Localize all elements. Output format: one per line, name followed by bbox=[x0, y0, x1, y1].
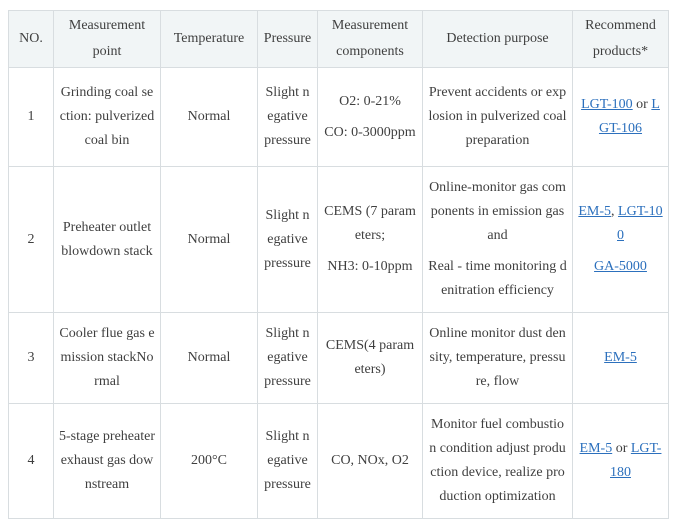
column-header-measurement-point: Measurement point bbox=[53, 10, 161, 68]
product-link-ga-5000[interactable]: GA-5000 bbox=[594, 259, 647, 274]
cell-measurement-components-line: CO, NOx, O2 bbox=[331, 453, 409, 468]
cell-measurement-components: CEMS (7 parameters; NH3: 0-10ppm bbox=[317, 166, 423, 313]
cell-temperature-text: 200°C bbox=[191, 453, 227, 468]
column-header-measurement-components: Measurement components bbox=[317, 10, 423, 68]
header-row: NO. Measurement point Temperature Pressure M… bbox=[8, 10, 669, 68]
cell-measurement-components-line: CEMS (7 parameters; bbox=[324, 204, 416, 243]
cell-temperature-text: Normal bbox=[187, 109, 231, 124]
products-line: LGT-100 or LGT-106 bbox=[578, 93, 663, 141]
cell-measurement-point-text: Grinding coal section: pulverized coal b… bbox=[59, 85, 155, 148]
cell-recommend-products: LGT-100 or LGT-106 bbox=[572, 67, 669, 167]
cell-no-text: 1 bbox=[27, 109, 35, 124]
table-row: 1 Grinding coal section: pulverized coal … bbox=[8, 67, 669, 167]
cell-pressure: Slight negative pressure bbox=[257, 67, 318, 167]
cell-detection-purpose: Prevent accidents or explosion in pulver… bbox=[422, 67, 573, 167]
product-link-lgt-100[interactable]: LGT-100 bbox=[617, 204, 663, 243]
product-link-em-5[interactable]: EM-5 bbox=[579, 441, 613, 456]
cell-measurement-point: Cooler flue gas emission stackNormal bbox=[53, 312, 161, 404]
cell-detection-purpose-line: Monitor fuel combustion condition adjust… bbox=[429, 417, 566, 504]
cell-no: 3 bbox=[8, 312, 54, 404]
cell-recommend-products: EM-5, LGT-100 GA-5000 bbox=[572, 166, 669, 313]
column-header-recommend-products: Recommend products* bbox=[572, 10, 669, 68]
cell-measurement-components: CO, NOx, O2 bbox=[317, 403, 423, 519]
cell-pressure-text: Slight negative pressure bbox=[264, 85, 311, 148]
cell-measurement-point: 5-stage preheater exhaust gas downstream bbox=[53, 403, 161, 519]
cell-no: 1 bbox=[8, 67, 54, 167]
cell-recommend-products: EM-5 or LGT-180 bbox=[572, 403, 669, 519]
cell-pressure: Slight negative pressure bbox=[257, 403, 318, 519]
cell-detection-purpose: Monitor fuel combustion condition adjust… bbox=[422, 403, 573, 519]
cell-measurement-components-line: CO: 0-3000ppm bbox=[324, 124, 416, 140]
column-header-no: NO. bbox=[8, 10, 54, 68]
product-joiner-text: or bbox=[612, 441, 631, 456]
column-header-temperature: Temperature bbox=[160, 10, 258, 68]
cell-no-text: 4 bbox=[27, 453, 35, 468]
cell-temperature: Normal bbox=[160, 312, 258, 404]
product-link-lgt-106[interactable]: LGT-106 bbox=[598, 97, 660, 136]
product-joiner-text: or bbox=[632, 97, 652, 112]
column-header-detection-purpose: Detection purpose bbox=[422, 10, 573, 68]
product-joiner-text: , bbox=[611, 204, 619, 219]
cell-pressure-text: Slight negative pressure bbox=[264, 326, 311, 389]
cell-measurement-point: Preheater outlet blowdown stack bbox=[53, 166, 161, 313]
cell-detection-purpose-line: Real - time monitoring denitration effic… bbox=[428, 259, 567, 298]
cell-measurement-point-text: Cooler flue gas emission stackNormal bbox=[59, 326, 155, 389]
cell-no-text: 3 bbox=[27, 350, 35, 365]
cell-detection-purpose-line: Online-monitor gas components in emissio… bbox=[429, 180, 566, 243]
cell-measurement-components: CEMS(4 parameters) bbox=[317, 312, 423, 404]
cell-no-text: 2 bbox=[27, 231, 35, 247]
cell-temperature-text: Normal bbox=[187, 231, 231, 247]
measurement-table: NO. Measurement point Temperature Pressure M… bbox=[8, 10, 669, 519]
cell-temperature: Normal bbox=[160, 67, 258, 167]
cell-recommend-products: EM-5 bbox=[572, 312, 669, 404]
cell-pressure: Slight negative pressure bbox=[257, 312, 318, 404]
product-link-em-5[interactable]: EM-5 bbox=[578, 204, 612, 219]
table-header: NO. Measurement point Temperature Pressure M… bbox=[8, 10, 669, 68]
product-link-lgt-100[interactable]: LGT-100 bbox=[581, 97, 633, 112]
cell-detection-purpose-line: Prevent accidents or explosion in pulver… bbox=[428, 85, 567, 148]
cell-measurement-components: O2: 0-21% CO: 0-3000ppm bbox=[317, 67, 423, 167]
product-link-em-5[interactable]: EM-5 bbox=[604, 350, 637, 365]
products-line: EM-5 bbox=[578, 346, 663, 370]
cell-measurement-components-line: CEMS(4 parameters) bbox=[325, 338, 415, 377]
cell-measurement-components-line: NH3: 0-10ppm bbox=[327, 259, 413, 274]
cell-no: 2 bbox=[8, 166, 54, 313]
cell-measurement-point: Grinding coal section: pulverized coal b… bbox=[53, 67, 161, 167]
cell-detection-purpose: Online-monitor gas components in emissio… bbox=[422, 166, 573, 313]
product-link-lgt-180[interactable]: LGT-180 bbox=[610, 441, 662, 480]
products-line: GA-5000 bbox=[578, 255, 663, 279]
cell-temperature: Normal bbox=[160, 166, 258, 313]
table-row: 3 Cooler flue gas emission stackNormal Nor… bbox=[8, 312, 669, 404]
cell-measurement-point-text: 5-stage preheater exhaust gas downstream bbox=[59, 429, 155, 492]
products-line: EM-5 or LGT-180 bbox=[578, 437, 663, 485]
cell-pressure: Slight negative pressure bbox=[257, 166, 318, 313]
cell-pressure-text: Slight negative pressure bbox=[264, 207, 311, 271]
table-row: 2 Preheater outlet blowdown stack Normal Sl… bbox=[8, 166, 669, 313]
table-row: 4 5-stage preheater exhaust gas downstrea… bbox=[8, 403, 669, 519]
column-header-pressure: Pressure bbox=[257, 10, 318, 68]
products-line: EM-5, LGT-100 bbox=[578, 200, 663, 248]
cell-temperature-text: Normal bbox=[187, 350, 231, 365]
cell-pressure-text: Slight negative pressure bbox=[264, 429, 311, 492]
cell-detection-purpose-line: Online monitor dust density, temperature… bbox=[429, 326, 566, 389]
cell-detection-purpose: Online monitor dust density, temperature… bbox=[422, 312, 573, 404]
cell-temperature: 200°C bbox=[160, 403, 258, 519]
table-body: 1 Grinding coal section: pulverized coal … bbox=[8, 67, 669, 519]
cell-no: 4 bbox=[8, 403, 54, 519]
cell-measurement-point-text: Preheater outlet blowdown stack bbox=[61, 219, 153, 259]
cell-measurement-components-line: O2: 0-21% bbox=[339, 93, 401, 109]
